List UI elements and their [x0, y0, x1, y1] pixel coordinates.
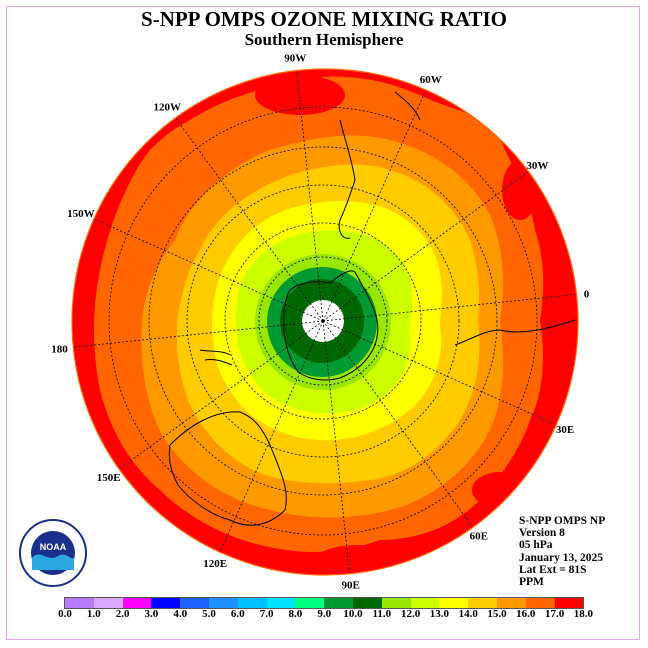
- color-scale-segment: [439, 598, 469, 608]
- color-scale-tick-label: 16.0: [516, 608, 536, 620]
- longitude-labels: 90W 60W 30W 0 30E 60E 90E 120E 150E 180 150W 120W: [51, 52, 590, 591]
- color-scale-segment: [266, 598, 296, 608]
- pressure-label: 05 hPa: [519, 539, 553, 552]
- color-scale-tick-label: 12.0: [400, 608, 421, 620]
- color-scale-tick-label: 17.0: [544, 608, 565, 620]
- longitude-label: 180: [51, 344, 68, 356]
- color-scale-tick-label: 3.0: [144, 608, 159, 620]
- latitude-circle: [148, 146, 498, 496]
- date-label: January 13, 2025: [519, 551, 604, 564]
- color-scale-segment: [208, 598, 238, 608]
- info-block: S-NPP OMPS NP Version 8 05 hPa January 1…: [519, 515, 605, 588]
- contour-lobe: [544, 325, 576, 385]
- longitude-label: 150W: [67, 208, 95, 220]
- coastlines: [168, 91, 576, 526]
- color-scale-segment: [65, 598, 94, 608]
- contour-lobe: [315, 545, 405, 575]
- south-america-coast: [338, 91, 421, 239]
- longitude-label: 120E: [203, 558, 227, 570]
- color-scale-ticks: 0.0 1.0 2.0 3.0 4.0 5.0 6.0 7.0 8.0 9.0 10.0 11.0 12…: [0, 608, 648, 622]
- color-scale-tick-label: 4.0: [173, 608, 188, 620]
- logo-wave: [32, 554, 74, 570]
- color-scale-segment: [381, 598, 411, 608]
- contour-fill: [72, 69, 578, 575]
- color-scale-segment: [237, 598, 267, 608]
- color-scale-segment: [410, 598, 440, 608]
- antarctica-coast: [283, 270, 379, 381]
- map-subtitle: Southern Hemisphere: [244, 30, 404, 49]
- color-scale-tick-label: 0.0: [58, 608, 72, 620]
- color-scale-tick-label: 5.0: [202, 608, 216, 620]
- longitude-label: 60W: [420, 74, 442, 86]
- lat-ext-label: Lat Ext = 81S: [519, 563, 587, 576]
- color-scale-tick-label: 6.0: [230, 608, 245, 620]
- longitude-label: 90W: [284, 52, 306, 64]
- color-scale-segment: [180, 598, 209, 608]
- map-border: [71, 68, 579, 576]
- color-scale-tick-label: 7.0: [259, 608, 274, 620]
- color-scale-tick-label: 8.0: [288, 608, 303, 620]
- australia-coast: [168, 411, 287, 526]
- color-scale-segment: [352, 598, 382, 608]
- color-scale-tick-label: 11.0: [372, 608, 392, 620]
- latitude-circle: [186, 184, 460, 458]
- latitude-circle: [258, 256, 388, 386]
- color-scale-segment: [496, 598, 526, 608]
- color-scale-segment: [122, 598, 152, 608]
- latitude-circle: [224, 222, 422, 420]
- africa-coast: [454, 319, 576, 346]
- longitude-label: 60E: [470, 530, 488, 542]
- longitude-label: 90E: [342, 580, 360, 592]
- color-scale-segment: [93, 598, 123, 608]
- instrument-label: S-NPP OMPS NP: [519, 515, 606, 527]
- longitude-label: 30W: [526, 160, 548, 172]
- latitude-circle: [108, 106, 538, 536]
- longitude-label: 150E: [97, 472, 121, 484]
- logo-text: NOAA: [40, 542, 67, 552]
- longitude-label: 0: [584, 288, 590, 300]
- color-scale-tick-label: 1.0: [86, 608, 101, 620]
- color-scale-tick-label: 10.0: [343, 608, 363, 620]
- color-scale-tick-label: 18.0: [573, 608, 594, 620]
- new-zealand-coast: [199, 349, 233, 366]
- color-scale-bar: [64, 597, 585, 609]
- color-scale-segment: [554, 598, 584, 608]
- noaa-logo: NOAA: [19, 519, 87, 587]
- color-scale-tick-label: 13.0: [429, 608, 450, 620]
- longitude-label: 120W: [153, 102, 181, 114]
- color-scale-segment: [324, 598, 353, 608]
- graticule: [72, 69, 575, 573]
- longitude-label: 30E: [556, 424, 574, 436]
- contour-lobe: [545, 245, 575, 285]
- color-scale-tick-label: 2.0: [115, 608, 130, 620]
- unit-label: PPM: [519, 576, 544, 589]
- contour-lobe: [255, 75, 345, 115]
- version-label: Version 8: [519, 527, 565, 540]
- contour-lobe: [502, 160, 538, 220]
- color-scale-tick-label: 9.0: [317, 608, 332, 620]
- color-scale-segment: [468, 598, 497, 608]
- color-scale-segment: [151, 598, 181, 608]
- color-scale-segment: [525, 598, 555, 608]
- color-scale-tick-label: 14.0: [458, 608, 478, 620]
- image-frame: [6, 6, 640, 640]
- color-scale-segment: [295, 598, 325, 608]
- map-title: S-NPP OMPS OZONE MIXING RATIO: [141, 7, 507, 31]
- color-scale-tick-label: 15.0: [487, 608, 507, 620]
- contour-lobe: [472, 472, 528, 508]
